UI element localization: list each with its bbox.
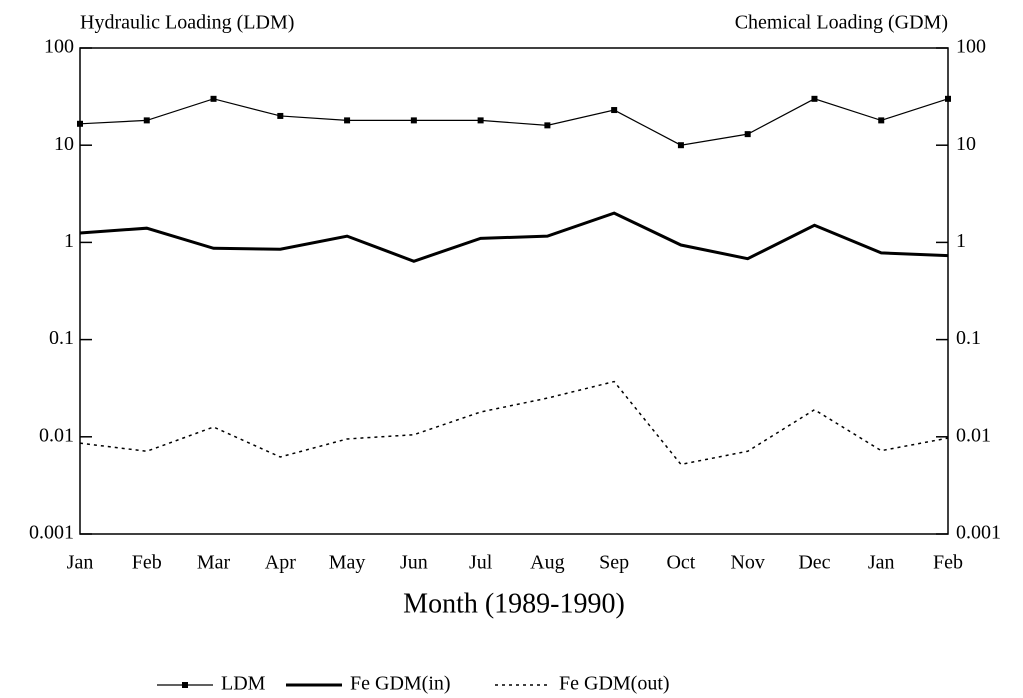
- x-tick-label: Mar: [197, 552, 231, 574]
- series-line: [79, 380, 949, 466]
- y-tick-label: 0.001: [29, 522, 74, 544]
- x-axis-title: Month (1989-1990): [403, 588, 625, 619]
- legend-label: Fe GDM(in): [350, 673, 451, 695]
- y2-tick-label: 0.001: [956, 522, 1001, 544]
- x-tick-label: Jul: [469, 552, 493, 574]
- series-marker: [945, 95, 951, 102]
- series-marker: [77, 120, 83, 127]
- y2-tick-label: 100: [956, 36, 986, 58]
- x-tick-label: Jan: [868, 552, 895, 574]
- y-tick-label: 0.1: [49, 327, 74, 349]
- legend-label: Fe GDM(out): [559, 673, 670, 695]
- y-tick-label: 1: [64, 230, 74, 252]
- x-tick-label: Dec: [798, 552, 830, 574]
- x-tick-label: Aug: [530, 552, 564, 574]
- y-tick-label: 0.01: [39, 424, 74, 446]
- x-tick-label: Feb: [132, 552, 162, 574]
- series-marker: [277, 112, 284, 119]
- series-marker: [477, 117, 484, 124]
- legend-marker: [182, 682, 188, 688]
- series-marker: [210, 95, 217, 102]
- series-line: [79, 98, 949, 146]
- x-tick-label: Sep: [599, 552, 629, 574]
- series-marker: [611, 107, 618, 114]
- x-tick-label: May: [329, 552, 366, 574]
- x-tick-label: Feb: [933, 552, 963, 574]
- y2-tick-label: 0.1: [956, 327, 981, 349]
- series-marker: [544, 122, 551, 129]
- series-marker: [677, 142, 684, 149]
- series-marker: [744, 131, 751, 138]
- x-tick-label: Jan: [67, 552, 94, 574]
- series-marker: [811, 95, 818, 102]
- y2-axis-title: Chemical Loading (GDM): [735, 12, 948, 34]
- y-tick-label: 100: [44, 36, 74, 58]
- legend-label: LDM: [221, 673, 266, 695]
- series-marker: [410, 117, 417, 124]
- y-axis-title: Hydraulic Loading (LDM): [80, 12, 294, 34]
- y2-tick-label: 10: [956, 133, 976, 155]
- x-tick-label: Nov: [730, 552, 764, 574]
- y2-tick-label: 1: [956, 230, 966, 252]
- series-line: [79, 211, 949, 263]
- x-tick-label: Oct: [666, 552, 695, 574]
- plot-frame: [79, 47, 949, 535]
- series-marker: [143, 117, 150, 124]
- x-tick-label: Jun: [400, 552, 428, 574]
- series-marker: [878, 117, 885, 124]
- y2-tick-label: 0.01: [956, 424, 991, 446]
- series-marker: [344, 117, 351, 124]
- x-tick-label: Apr: [265, 552, 296, 574]
- y-tick-label: 10: [54, 133, 74, 155]
